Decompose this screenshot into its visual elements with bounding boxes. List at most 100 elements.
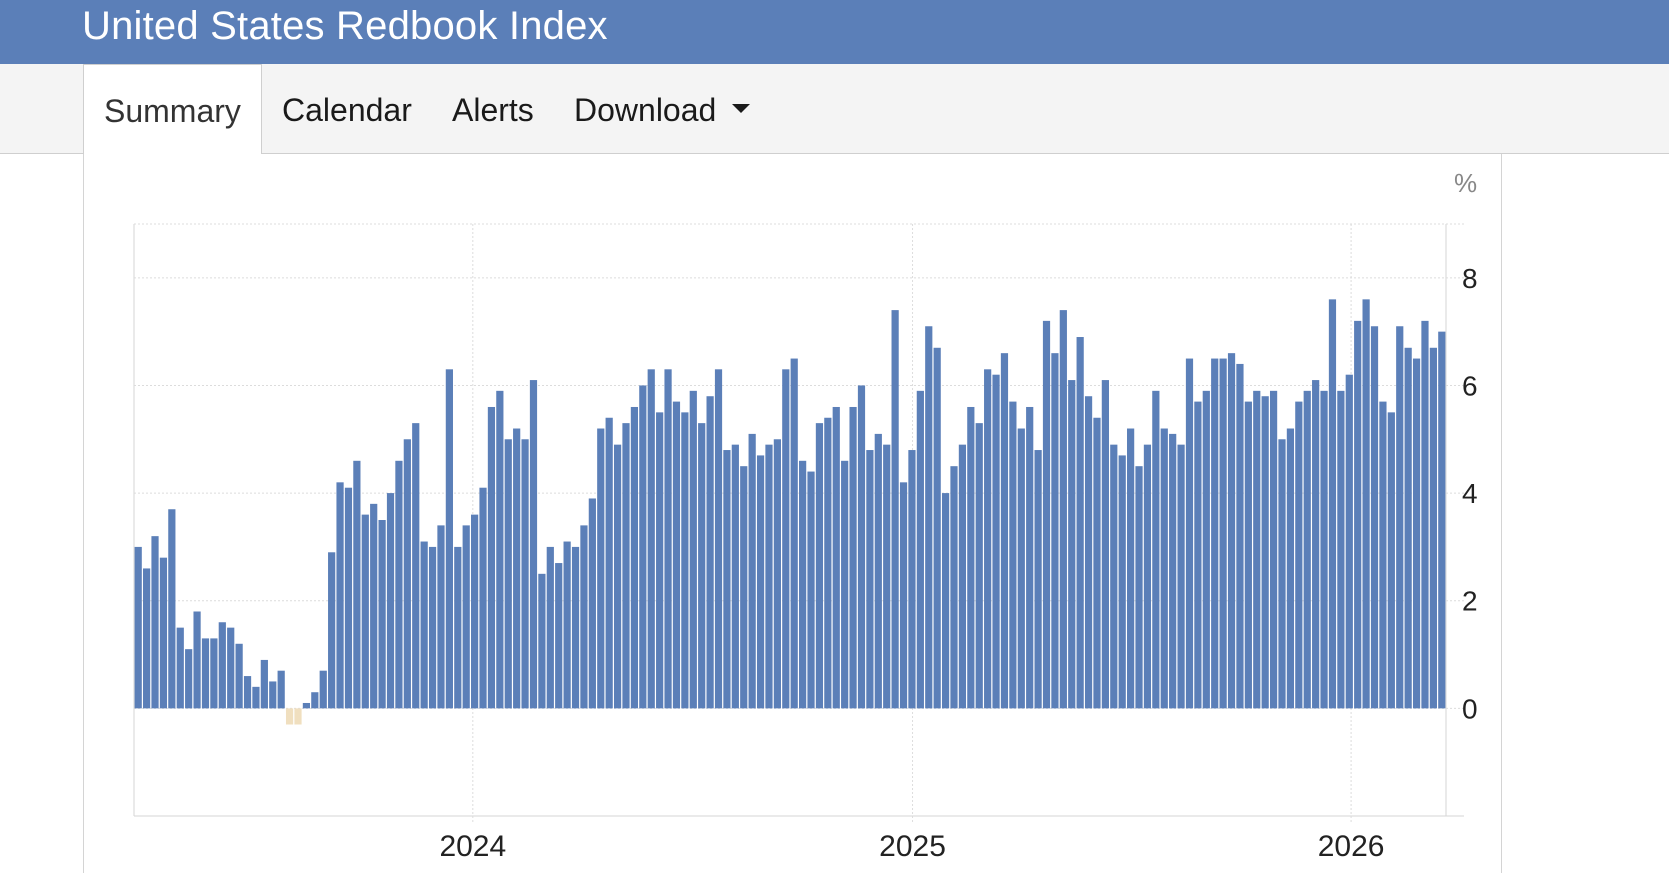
bar xyxy=(1068,380,1076,709)
bar xyxy=(403,439,411,709)
bar xyxy=(1034,450,1042,709)
bar xyxy=(1009,401,1017,709)
bar xyxy=(588,498,596,709)
bar xyxy=(740,466,748,709)
bar xyxy=(1328,299,1337,709)
bar xyxy=(462,525,470,709)
tab-download[interactable]: Download xyxy=(574,64,751,154)
bar xyxy=(143,568,151,709)
tab-summary[interactable]: Summary xyxy=(83,64,262,155)
bar xyxy=(967,406,975,709)
tab-calendar[interactable]: Calendar xyxy=(282,64,412,154)
bar xyxy=(546,546,554,709)
bar xyxy=(1295,401,1303,709)
bar xyxy=(1227,353,1236,709)
bar xyxy=(218,622,226,709)
bar xyxy=(1042,320,1051,709)
bar xyxy=(571,546,580,709)
bar xyxy=(1059,310,1067,709)
bar xyxy=(1379,401,1387,709)
bar xyxy=(1412,358,1421,709)
bar xyxy=(1429,347,1437,709)
y-tick-label: 6 xyxy=(1462,370,1478,401)
bar xyxy=(479,487,487,709)
bar xyxy=(201,638,210,709)
bar xyxy=(883,444,891,709)
bar xyxy=(260,659,268,709)
y-tick-label: 2 xyxy=(1462,586,1478,617)
bar xyxy=(908,450,916,709)
bar xyxy=(1244,401,1252,709)
bar xyxy=(1084,396,1093,709)
bar xyxy=(1185,358,1194,709)
bar xyxy=(765,444,773,709)
bar xyxy=(243,676,252,709)
bar xyxy=(1169,433,1177,709)
bar xyxy=(1362,299,1370,709)
bar xyxy=(1438,331,1446,709)
bar xyxy=(874,433,882,709)
bar xyxy=(563,541,571,709)
bar xyxy=(529,380,538,709)
redbook-bar-chart: 0 2 4 6 8 2024 2025 2026 xyxy=(133,223,1478,863)
tab-summary-label: Summary xyxy=(104,93,241,129)
bar xyxy=(714,369,723,709)
bar xyxy=(1370,326,1379,709)
bar xyxy=(799,460,807,709)
bar xyxy=(580,525,588,709)
bar xyxy=(656,412,664,709)
bar xyxy=(622,423,630,709)
bar xyxy=(958,444,967,709)
chart-panel: 0 2 4 6 8 2024 2025 2026 xyxy=(83,154,1502,873)
bar xyxy=(555,563,563,709)
y-axis-unit: % xyxy=(1454,168,1478,198)
bar xyxy=(344,487,353,709)
bar xyxy=(756,455,765,709)
bar xyxy=(1320,390,1328,709)
bar xyxy=(857,385,866,709)
page-header: United States Redbook Index xyxy=(0,0,1669,65)
tab-alerts-label: Alerts xyxy=(452,92,534,128)
bar xyxy=(504,439,512,709)
bar xyxy=(824,417,832,709)
bar xyxy=(605,417,613,709)
y-tick-label: 8 xyxy=(1462,263,1478,294)
bar xyxy=(1127,428,1135,709)
bar xyxy=(227,627,235,709)
bar xyxy=(168,509,176,709)
bar xyxy=(1076,337,1084,709)
bar xyxy=(513,428,521,709)
bar xyxy=(134,546,142,709)
bar xyxy=(395,460,403,709)
bar xyxy=(849,406,857,709)
bar xyxy=(984,369,992,709)
bar xyxy=(748,433,756,709)
bar xyxy=(647,369,655,709)
bar xyxy=(933,347,941,709)
bar xyxy=(630,406,639,709)
bar xyxy=(681,412,689,709)
bar xyxy=(353,460,361,709)
bar xyxy=(1194,401,1202,709)
bar xyxy=(597,428,605,709)
bar xyxy=(1253,390,1261,709)
bar xyxy=(1051,353,1059,709)
bar xyxy=(193,611,201,709)
bar xyxy=(1354,320,1362,709)
bar xyxy=(1387,412,1395,709)
bar xyxy=(723,450,731,709)
x-tick-label: 2025 xyxy=(879,830,946,863)
bar xyxy=(950,466,958,709)
bar xyxy=(471,514,479,709)
tab-calendar-label: Calendar xyxy=(282,92,412,128)
bar xyxy=(210,638,218,709)
bar xyxy=(1404,347,1412,709)
bar xyxy=(328,552,336,709)
bar xyxy=(1345,374,1353,709)
bar xyxy=(277,670,285,709)
bar xyxy=(378,520,386,709)
bar xyxy=(698,423,706,709)
bar xyxy=(412,423,420,709)
bar xyxy=(370,503,378,709)
tab-alerts[interactable]: Alerts xyxy=(452,64,534,154)
